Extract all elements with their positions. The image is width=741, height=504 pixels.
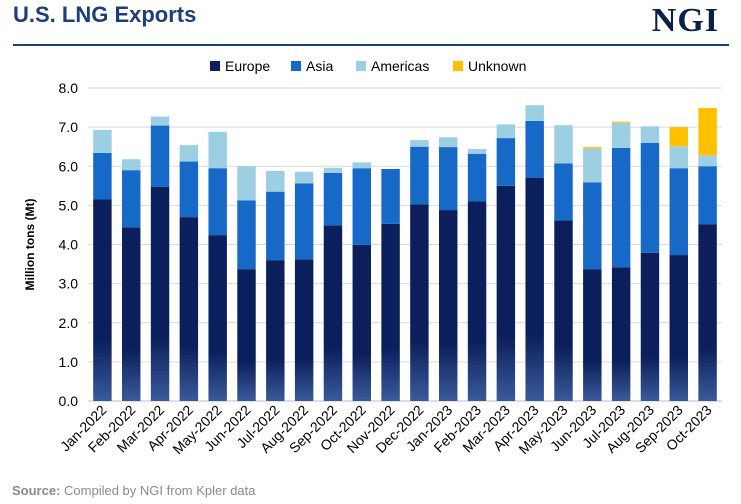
- bar-asia-jan-2022: [93, 152, 112, 200]
- y-tick-label: 8.0: [59, 80, 79, 96]
- legend-label-unknown: Unknown: [468, 58, 526, 74]
- bar-americas-mar-2022: [150, 116, 170, 126]
- bar-europe-jun-2023: [583, 269, 602, 401]
- bar-americas-jul-2023: [611, 122, 631, 148]
- bar-europe-may-2022: [208, 235, 227, 401]
- bar-americas-may-2022: [208, 131, 227, 169]
- bar-europe-feb-2023: [467, 201, 487, 401]
- title-divider: [13, 44, 729, 46]
- bar-europe-jun-2022: [237, 269, 256, 401]
- bar-asia-jun-2022: [237, 200, 256, 270]
- bar-asia-aug-2023: [640, 142, 660, 253]
- bar-europe-sep-2023: [669, 255, 688, 401]
- bar-asia-oct-2022: [352, 168, 371, 245]
- bar-stacks: [93, 105, 717, 401]
- chart-title: U.S. LNG Exports: [13, 2, 197, 27]
- bar-europe-jul-2022: [266, 260, 285, 401]
- bar-europe-apr-2022: [179, 217, 199, 401]
- legend-swatch-unknown: [453, 61, 463, 71]
- x-axis: Jan-2022Feb-2022Mar-2022Apr-2022May-2022…: [57, 402, 715, 457]
- bar-asia-feb-2023: [467, 153, 487, 202]
- bar-europe-nov-2022: [381, 223, 400, 401]
- bar-asia-dec-2022: [410, 146, 429, 205]
- bar-asia-may-2022: [208, 168, 227, 236]
- bar-europe-aug-2023: [640, 252, 660, 401]
- source-label: Source:: [12, 483, 61, 498]
- y-axis: 0.0 1.0 2.0 3.0 4.0 5.0 6.0 7.0 8.0: [59, 80, 79, 409]
- bar-americas-jun-2023: [583, 148, 602, 183]
- bar-unknown-oct-2023: [698, 107, 717, 156]
- bar-europe-may-2023: [554, 220, 573, 401]
- bar-europe-aug-2022: [294, 259, 314, 401]
- bar-asia-nov-2022: [381, 168, 400, 224]
- bar-americas-feb-2023: [467, 149, 487, 154]
- bar-americas-sep-2022: [323, 167, 343, 173]
- bar-asia-apr-2022: [179, 161, 199, 218]
- bar-europe-feb-2022: [122, 227, 141, 401]
- bar-americas-oct-2022: [352, 162, 371, 169]
- bar-asia-aug-2022: [294, 183, 314, 260]
- bar-americas-oct-2023: [698, 155, 717, 167]
- bar-asia-feb-2022: [122, 170, 141, 228]
- bar-unknown-sep-2023: [669, 127, 688, 147]
- bar-americas-aug-2022: [294, 171, 314, 184]
- y-tick-label: 0.0: [59, 393, 79, 409]
- y-tick-label: 2.0: [59, 315, 79, 331]
- bar-europe-jan-2022: [93, 199, 112, 401]
- y-axis-label: Million tons (Mt): [23, 199, 37, 291]
- bar-europe-sep-2022: [323, 225, 343, 401]
- bar-asia-jul-2022: [266, 191, 285, 261]
- bar-asia-may-2023: [554, 163, 573, 221]
- bar-europe-apr-2023: [525, 177, 544, 401]
- chart-legend: Europe Asia Americas Unknown: [210, 58, 526, 74]
- bar-asia-jan-2023: [439, 147, 458, 211]
- bar-asia-mar-2023: [496, 138, 516, 186]
- bar-asia-sep-2022: [323, 172, 343, 226]
- legend-label-americas: Americas: [371, 58, 429, 74]
- bar-europe-jan-2023: [439, 210, 458, 401]
- ngi-logo: NGI: [651, 2, 719, 39]
- bar-europe-mar-2022: [150, 186, 170, 401]
- bar-americas-jan-2022: [93, 129, 112, 153]
- bar-americas-jul-2022: [266, 170, 285, 192]
- bar-americas-mar-2023: [496, 124, 516, 139]
- legend-label-asia: Asia: [306, 58, 333, 74]
- bar-americas-aug-2023: [640, 126, 660, 143]
- legend-swatch-asia: [291, 61, 301, 71]
- bar-americas-jan-2023: [439, 137, 458, 148]
- y-tick-label: 7.0: [59, 119, 79, 135]
- bar-europe-dec-2022: [410, 204, 429, 401]
- y-tick-label: 1.0: [59, 354, 79, 370]
- source-text: Compiled by NGI from Kpler data: [64, 483, 256, 498]
- y-tick-label: 6.0: [59, 158, 79, 174]
- bar-asia-jun-2023: [583, 182, 602, 270]
- bar-americas-feb-2022: [122, 159, 141, 171]
- bar-americas-apr-2023: [525, 105, 544, 121]
- y-tick-label: 3.0: [59, 276, 79, 292]
- legend-swatch-americas: [356, 61, 366, 71]
- bar-asia-mar-2022: [150, 125, 170, 187]
- bar-europe-mar-2023: [496, 185, 516, 401]
- bar-asia-apr-2023: [525, 120, 544, 178]
- bar-asia-oct-2023: [698, 166, 717, 225]
- bar-europe-oct-2023: [698, 224, 717, 401]
- y-tick-label: 4.0: [59, 237, 79, 253]
- source-note: Source: Compiled by NGI from Kpler data: [12, 483, 256, 498]
- bar-americas-jun-2022: [237, 166, 256, 201]
- bar-unknown-jun-2023: [583, 147, 602, 149]
- legend-swatch-europe: [210, 61, 220, 71]
- bar-asia-jul-2023: [611, 147, 631, 268]
- bar-europe-oct-2022: [352, 244, 371, 401]
- bar-americas-dec-2022: [410, 140, 429, 147]
- bar-americas-sep-2023: [669, 146, 688, 169]
- bar-americas-may-2023: [554, 125, 573, 164]
- bar-unknown-jul-2023: [611, 121, 631, 123]
- bar-asia-sep-2023: [669, 168, 688, 256]
- lng-exports-chart: Europe Asia Americas Unknown 0.0 1.0 2.0 3.0 4.…: [23, 58, 722, 457]
- y-tick-label: 5.0: [59, 197, 79, 213]
- legend-label-europe: Europe: [225, 58, 270, 74]
- bar-americas-apr-2022: [179, 145, 199, 162]
- bar-europe-jul-2023: [611, 267, 631, 401]
